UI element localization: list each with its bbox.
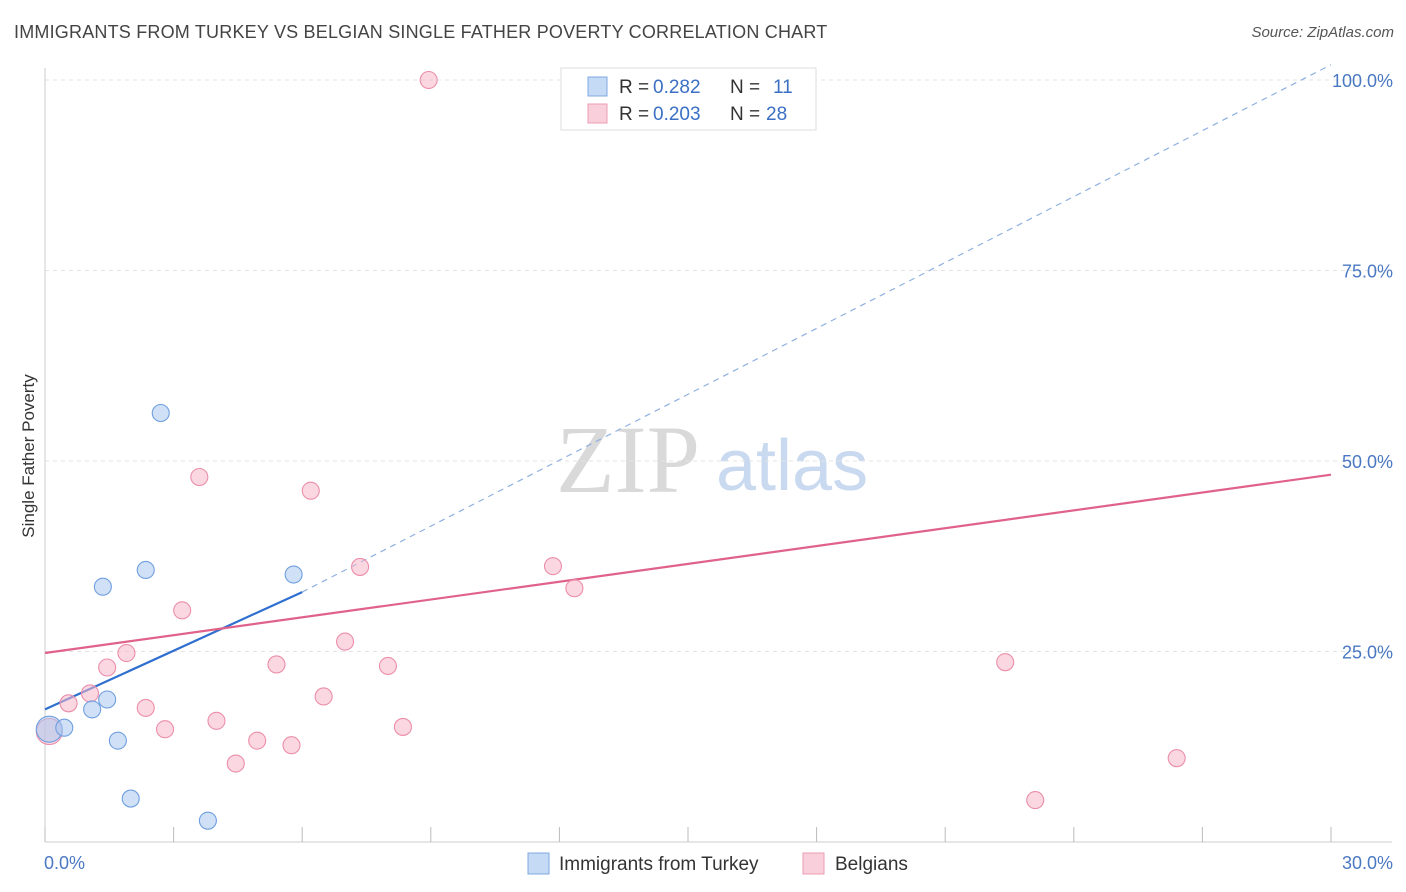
point-belgians-10 (226, 754, 245, 773)
x-tick-label-1: 30.0% (1342, 853, 1393, 873)
axes (44, 68, 1392, 843)
point-belgians-27 (1167, 749, 1186, 768)
point-belgians-12 (267, 655, 286, 674)
point-belgians-1 (59, 694, 78, 713)
data-points (35, 70, 1186, 830)
point-turkey-8 (151, 403, 170, 423)
stats-r-label-belgians: R = (619, 104, 649, 125)
stats-n-label-belgians: N = (730, 104, 760, 125)
point-turkey-5 (108, 731, 127, 750)
stats-r-value-turkey: 0.282 (653, 77, 701, 98)
point-turkey-9 (198, 811, 217, 830)
y-tick-label-0: 25.0% (1342, 643, 1393, 663)
y-axis-label: Single Father Poverty (19, 374, 38, 538)
stats-n-value-turkey: 11 (773, 77, 793, 98)
point-belgians-18 (378, 656, 397, 676)
point-belgians-14 (301, 481, 320, 500)
point-turkey-7 (136, 560, 155, 580)
grid-lines (45, 79, 1392, 652)
watermark-zip: ZIP (556, 406, 700, 513)
y-tick-label-2: 75.0% (1342, 262, 1393, 282)
legend-swatch-turkey (527, 852, 550, 875)
trend-lines (44, 64, 1332, 711)
stats-n-value-belgians: 28 (766, 104, 787, 125)
stats-r-value-belgians: 0.203 (653, 104, 701, 125)
point-belgians-15 (314, 687, 333, 706)
point-belgians-6 (155, 720, 175, 739)
point-turkey-4 (93, 577, 112, 596)
y-tick-label-1: 50.0% (1342, 452, 1393, 472)
point-belgians-2 (80, 684, 100, 703)
point-belgians-13 (282, 736, 301, 755)
stats-n-label-turkey: N = (730, 77, 760, 98)
point-turkey-2 (98, 690, 117, 709)
point-belgians-26 (1026, 791, 1045, 810)
point-belgians-7 (173, 601, 192, 620)
point-belgians-11 (248, 731, 267, 750)
legend-label-turkey: Immigrants from Turkey (559, 854, 759, 875)
y-tick-label-3: 100.0% (1332, 71, 1393, 91)
stats-legend: R = 0.282 N = 11 R = 0.203 N = 28 (560, 67, 817, 131)
stats-swatch-turkey (587, 76, 608, 97)
point-belgians-24 (565, 579, 584, 598)
source-label: Source: ZipAtlas.com (1251, 24, 1394, 41)
point-belgians-3 (98, 658, 117, 677)
point-turkey-6 (121, 789, 140, 808)
tick-labels: 25.0% 50.0% 75.0% 100.0% 0.0% 30.0% (44, 71, 1393, 873)
legend-label-belgians: Belgians (835, 854, 908, 875)
bottom-legend: Immigrants from Turkey Belgians (527, 852, 908, 875)
point-belgians-9 (207, 711, 226, 730)
point-belgians-16 (336, 632, 355, 651)
trend-line-belgians (44, 473, 1332, 655)
chart-title: IMMIGRANTS FROM TURKEY VS BELGIAN SINGLE… (14, 22, 828, 42)
point-belgians-23 (543, 557, 563, 576)
trend-line-turkey-extrapolated (301, 64, 1332, 593)
point-belgians-25 (996, 653, 1015, 672)
watermark-atlas: atlas (716, 426, 868, 506)
point-turkey-3 (83, 700, 102, 719)
point-turkey-10 (284, 565, 303, 584)
x-tick-label-0: 0.0% (44, 853, 85, 873)
point-belgians-5 (136, 698, 155, 717)
point-turkey-1 (55, 718, 74, 737)
point-belgians-8 (190, 467, 209, 487)
stats-swatch-belgians (587, 103, 608, 124)
point-belgians-4 (117, 643, 136, 663)
legend-swatch-belgians (802, 852, 825, 875)
point-belgians-20 (419, 70, 438, 90)
point-belgians-19 (393, 717, 412, 736)
stats-r-label-turkey: R = (619, 77, 649, 98)
point-belgians-17 (351, 557, 370, 576)
